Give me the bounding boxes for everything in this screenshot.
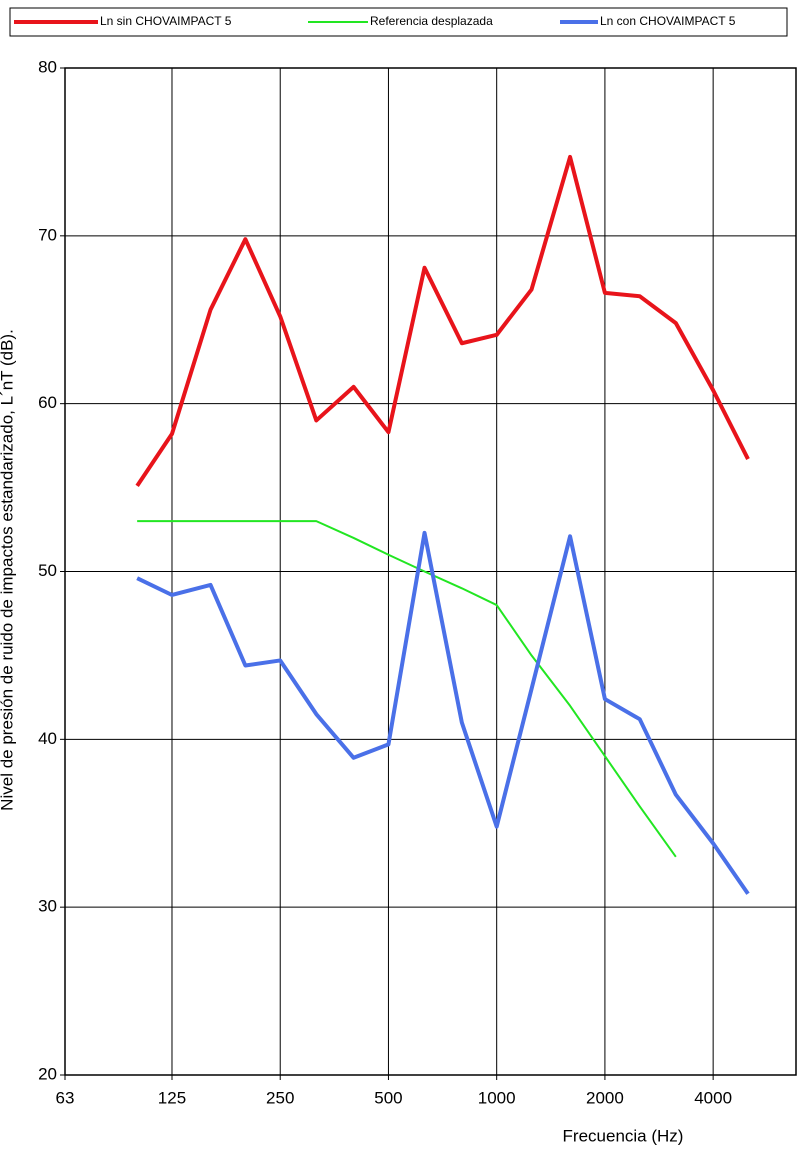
x-axis-label: Frecuencia (Hz) [563, 1126, 684, 1145]
y-tick-label: 50 [38, 561, 57, 580]
x-tick-label: 4000 [694, 1088, 732, 1107]
x-tick-label: 500 [374, 1088, 402, 1107]
legend-label: Ln sin CHOVAIMPACT 5 [100, 14, 232, 28]
y-tick-label: 80 [38, 57, 57, 76]
series-line [135, 154, 750, 488]
y-axis-label: Nivel de presión de ruido de impactos es… [0, 329, 16, 811]
y-tick-label: 60 [38, 393, 57, 412]
x-tick-label: 2000 [586, 1088, 624, 1107]
x-tick-label: 125 [158, 1088, 186, 1107]
y-tick-label: 20 [38, 1064, 57, 1083]
y-tick-label: 30 [38, 897, 57, 916]
y-tick-label: 40 [38, 729, 57, 748]
x-tick-label: 250 [266, 1088, 294, 1107]
legend-label: Ln con CHOVAIMPACT 5 [600, 14, 736, 28]
y-tick-label: 70 [38, 225, 57, 244]
x-tick-label: 63 [56, 1088, 75, 1107]
series-line [137, 520, 677, 858]
x-tick-label: 1000 [478, 1088, 516, 1107]
legend-label: Referencia desplazada [370, 14, 493, 28]
plot-frame [64, 67, 797, 1076]
legend-box [9, 7, 788, 37]
series-line [136, 530, 750, 895]
